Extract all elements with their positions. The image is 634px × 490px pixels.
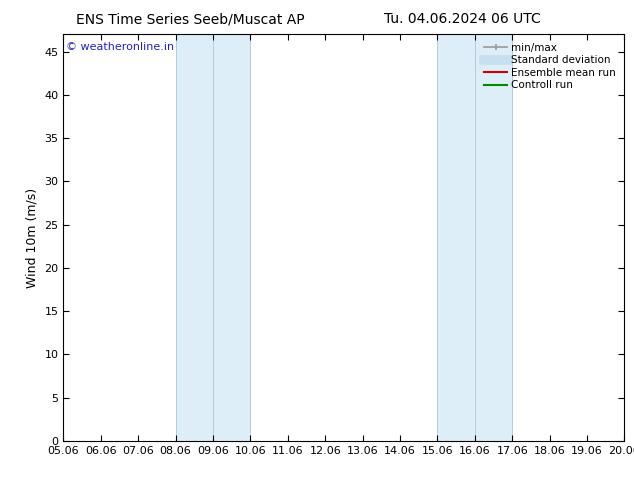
Text: © weatheronline.in: © weatheronline.in	[66, 43, 174, 52]
Bar	[176, 34, 250, 441]
Legend: min/max, Standard deviation, Ensemble mean run, Controll run: min/max, Standard deviation, Ensemble me…	[481, 40, 619, 94]
Text: Tu. 04.06.2024 06 UTC: Tu. 04.06.2024 06 UTC	[384, 12, 541, 26]
Y-axis label: Wind 10m (m/s): Wind 10m (m/s)	[26, 188, 39, 288]
Text: ENS Time Series Seeb/Muscat AP: ENS Time Series Seeb/Muscat AP	[76, 12, 304, 26]
Bar	[437, 34, 512, 441]
